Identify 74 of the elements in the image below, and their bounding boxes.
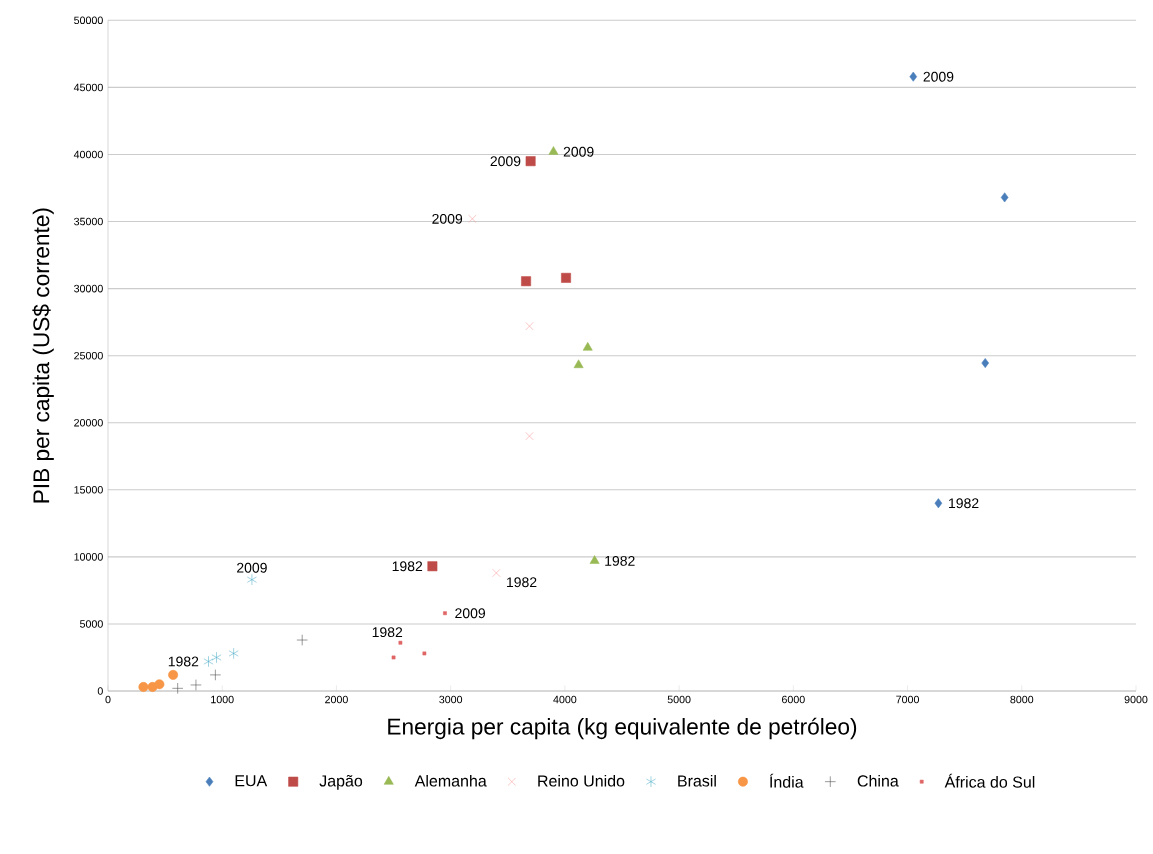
annotation: 1982 <box>605 555 635 566</box>
legend-label: Índia <box>770 773 804 788</box>
annotation: 1982 <box>372 627 403 638</box>
point <box>203 655 214 668</box>
x-tick-label: 3000 <box>439 695 463 704</box>
point <box>228 647 239 660</box>
point <box>582 342 593 351</box>
annotation: 1982 <box>168 656 199 667</box>
legend-label: Reino Unido <box>538 774 625 787</box>
y-tick-label: 45000 <box>73 83 103 92</box>
point <box>138 682 149 692</box>
point <box>398 640 403 645</box>
y-tick-label: 40000 <box>73 150 103 159</box>
annotation: 2009 <box>432 213 463 224</box>
point <box>172 682 184 694</box>
point <box>525 432 534 441</box>
annotation: 2009 <box>455 608 486 619</box>
point <box>573 359 584 368</box>
x-tick-label: 8000 <box>1010 695 1034 704</box>
legend-label: Brasil <box>678 774 716 787</box>
x-tick-label: 1000 <box>211 695 234 704</box>
point <box>525 156 536 167</box>
x-axis-title: Energia per capita (kg equivalente de petróleo) <box>388 717 857 740</box>
point <box>154 679 165 690</box>
point <box>1000 192 1009 203</box>
point <box>427 561 438 572</box>
y-tick-label: 10000 <box>74 553 103 561</box>
point <box>190 679 202 691</box>
y-tick-label: 0 <box>97 687 103 695</box>
legend-label: China <box>857 774 899 787</box>
annotation: 2009 <box>923 71 954 82</box>
annotation: 1982 <box>392 561 423 572</box>
y-tick-label: 30000 <box>74 284 103 293</box>
x-tick-label: 0 <box>105 695 111 704</box>
x-tick-label: 7000 <box>896 695 919 704</box>
point <box>422 651 427 656</box>
point <box>209 669 221 681</box>
annotation: 2009 <box>237 562 267 573</box>
point <box>443 611 447 616</box>
point <box>492 568 501 578</box>
point <box>525 322 534 331</box>
point <box>561 272 571 283</box>
point <box>168 669 179 680</box>
legend-label: Alemanha <box>414 774 487 787</box>
point <box>934 498 943 509</box>
annotation: 2009 <box>490 156 521 167</box>
legend-label: Japão <box>319 774 363 790</box>
point <box>211 651 222 664</box>
y-axis-title: PIB per capita (US$ corrente) <box>32 208 54 503</box>
point <box>548 146 559 155</box>
point <box>981 358 989 368</box>
x-tick-label: 5000 <box>667 695 691 704</box>
y-tick-label: 50000 <box>74 16 103 25</box>
point <box>589 555 600 564</box>
point <box>391 655 396 660</box>
y-tick-label: 35000 <box>74 217 103 226</box>
x-tick-label: 9000 <box>1124 695 1148 704</box>
annotation: 1982 <box>507 577 537 588</box>
y-tick-label: 25000 <box>74 351 103 360</box>
point <box>296 634 308 646</box>
y-tick-label: 5000 <box>79 620 103 628</box>
x-tick-label: 2000 <box>325 695 348 704</box>
annotation: 1982 <box>949 498 979 509</box>
point <box>247 574 257 586</box>
point <box>521 276 531 287</box>
point <box>909 71 918 82</box>
x-tick-label: 6000 <box>782 695 805 704</box>
point <box>468 214 477 223</box>
legend-label: EUA <box>235 775 268 787</box>
y-tick-label: 15000 <box>74 486 103 494</box>
y-tick-label: 20000 <box>74 418 103 427</box>
annotation: 2009 <box>563 146 594 157</box>
x-tick-label: 4000 <box>553 695 577 704</box>
legend-label: África do Sul <box>944 773 1035 788</box>
